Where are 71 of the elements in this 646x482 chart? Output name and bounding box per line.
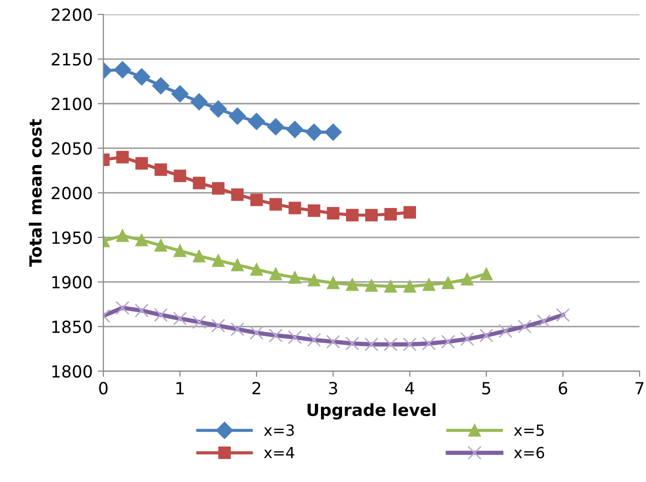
point: [384, 208, 397, 220]
legend-label: x=5: [514, 424, 544, 436]
point: [154, 163, 168, 176]
point: [308, 204, 320, 217]
point: [135, 234, 148, 246]
point: [250, 263, 263, 276]
point: [116, 229, 129, 242]
point: [133, 68, 150, 86]
point: [212, 254, 225, 267]
point: [152, 77, 170, 94]
point: [192, 250, 206, 262]
point: [365, 208, 378, 222]
legend-label: x=6: [514, 446, 544, 458]
y-tick-label: 1850: [52, 320, 92, 334]
y-axis-title: Total mean cost: [28, 119, 42, 267]
point: [228, 108, 246, 125]
y-tick-label: 1800: [52, 365, 92, 378]
point: [171, 85, 189, 102]
point: [135, 157, 148, 170]
point: [326, 276, 340, 290]
point: [442, 276, 454, 290]
point: [288, 202, 302, 214]
legend-label: x=4: [264, 447, 294, 458]
y-tick-label: 2150: [52, 53, 92, 66]
point: [174, 170, 186, 182]
point: [250, 194, 263, 206]
point: [324, 124, 342, 141]
point: [192, 176, 206, 190]
y-tick-label: 1900: [52, 276, 92, 289]
x-tick-label: 0: [99, 382, 108, 394]
point: [248, 112, 266, 130]
y-tick-label: 2100: [52, 98, 92, 110]
legend-label: x=3: [264, 424, 294, 436]
point: [346, 208, 359, 222]
point: [154, 239, 168, 252]
point: [288, 271, 302, 284]
x-tick-label: 5: [482, 382, 490, 394]
point: [326, 207, 340, 220]
x-axis-title: Upgrade level: [308, 403, 436, 420]
y-tick-label: 2200: [52, 8, 92, 22]
y-tick-label: 1950: [52, 231, 92, 244]
point: [212, 182, 225, 195]
point: [422, 278, 436, 291]
x-tick-label: 7: [636, 382, 644, 394]
point: [480, 268, 493, 280]
x-tick-label: 3: [329, 382, 338, 394]
x-tick-label: 1: [176, 382, 184, 394]
point: [384, 280, 397, 293]
point: [305, 124, 323, 141]
x-tick-label: 6: [558, 382, 568, 394]
point: [404, 280, 416, 293]
point: [269, 268, 282, 280]
point: [190, 93, 208, 110]
point: [269, 198, 282, 211]
y-tick-label: 2000: [52, 186, 92, 200]
point: [174, 244, 186, 258]
point: [210, 100, 227, 118]
point: [346, 278, 359, 291]
point: [460, 273, 474, 286]
point: [365, 279, 378, 292]
point: [114, 61, 132, 78]
x-tick-label: 2: [252, 382, 260, 394]
point: [267, 118, 284, 136]
point: [231, 258, 244, 272]
x-tick-label: 4: [405, 382, 414, 394]
point: [231, 188, 244, 201]
point: [116, 150, 129, 164]
point: [286, 120, 304, 138]
point: [308, 274, 320, 286]
y-tick-label: 2050: [52, 142, 92, 155]
point: [404, 206, 416, 219]
